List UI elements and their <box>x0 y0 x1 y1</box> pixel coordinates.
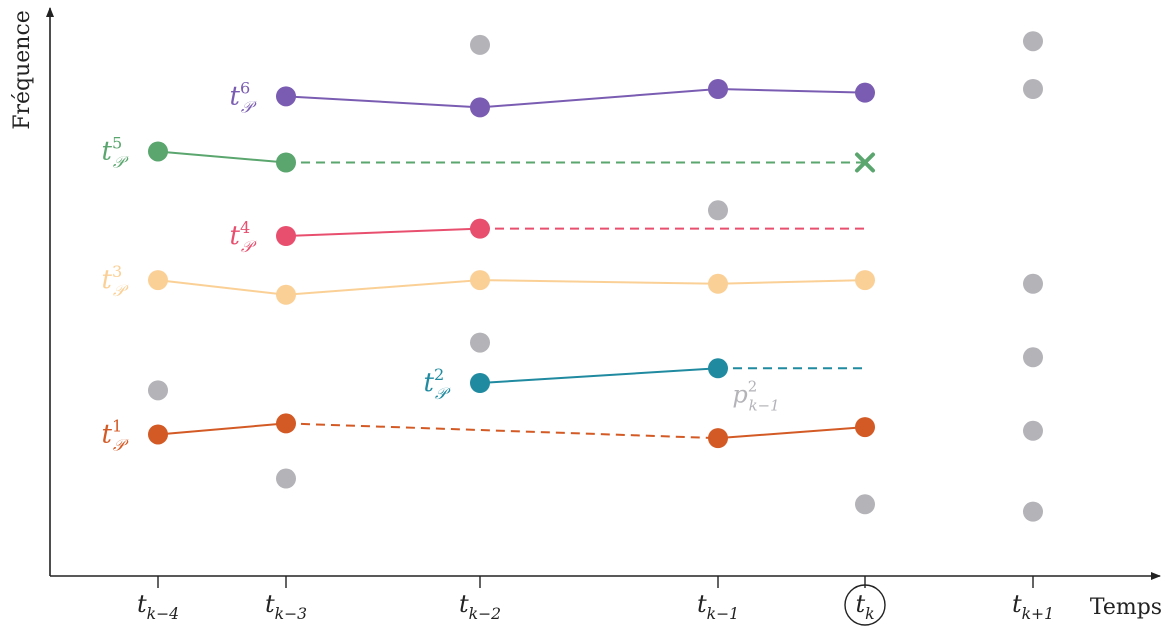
unassigned-point <box>276 468 296 489</box>
track-3-point <box>276 284 296 305</box>
track-3-point <box>855 270 875 291</box>
track-2-point <box>470 373 490 393</box>
track-1-segment <box>717 426 866 440</box>
x-tick-label-tk+1: tk+1 <box>1012 590 1054 623</box>
track-labels: t1 𝒫 t2 𝒫 t3 𝒫 t4 𝒫 t5 𝒫 t6 𝒫 p2 k−1 <box>102 78 780 454</box>
track-3-point <box>708 273 728 294</box>
y-axis-label: Fréquence <box>10 10 35 130</box>
track-2-label: t2 𝒫 <box>424 365 451 403</box>
unassigned-point <box>1023 79 1043 99</box>
track-5-label: t5 𝒫 <box>102 133 129 171</box>
track-4-segment <box>285 227 481 237</box>
track-3-segment <box>479 279 719 285</box>
track-5-point <box>276 152 296 173</box>
x-tick-label-tk: tk <box>855 590 874 623</box>
track-1-segment <box>285 422 719 440</box>
track-3-segment <box>157 279 287 296</box>
track-6-point <box>276 86 296 107</box>
track-1-point <box>708 428 728 449</box>
track-1-point <box>276 413 296 434</box>
track-6-point <box>855 82 875 103</box>
track-6-segment <box>479 88 719 109</box>
unassigned-point <box>708 200 728 221</box>
track-4-point <box>470 218 490 239</box>
current-time-highlight <box>844 584 886 626</box>
track-6-segment <box>717 88 866 94</box>
track-3-segment <box>285 279 481 296</box>
track-2-segment <box>479 367 719 384</box>
track-2-point <box>708 358 728 379</box>
unassigned-point <box>1023 273 1043 294</box>
x-tick-label-tk-3: tk−3 <box>265 590 307 623</box>
track-5-lost-cross <box>855 152 875 173</box>
x-tick-label-tk-2: tk−2 <box>459 590 501 623</box>
unassigned-point <box>1023 501 1043 522</box>
unassigned-point <box>1023 347 1043 368</box>
track-3-segment <box>717 279 866 285</box>
track-1-segment <box>157 422 287 436</box>
track-4-label: t4 𝒫 <box>230 218 257 256</box>
x-tick-label-tk-4: tk−4 <box>137 590 179 623</box>
unassigned-points <box>148 31 1043 522</box>
track-1-point <box>148 424 168 445</box>
track-5-segment <box>157 150 287 164</box>
unassigned-point <box>470 332 490 353</box>
unassigned-point <box>1023 31 1043 52</box>
track-3-label: t3 𝒫 <box>102 262 129 300</box>
track-points <box>148 79 875 449</box>
unassigned-point <box>470 34 490 55</box>
unassigned-point <box>148 380 168 401</box>
x-axis-label: Temps <box>1090 595 1162 620</box>
track-6-segment <box>285 95 481 109</box>
track-segments <box>157 88 866 440</box>
track-5-point <box>148 141 168 162</box>
track-4-point <box>276 226 296 246</box>
track-1-label: t1 𝒫 <box>102 416 129 454</box>
track-3-point <box>470 270 490 291</box>
x-tick-label-tk-1: tk−1 <box>697 590 739 623</box>
track-1-point <box>855 417 875 438</box>
track-6-point <box>708 79 728 99</box>
annotation-p-k-1-2: p2 k−1 <box>732 377 779 414</box>
x-ticks: tk−4 tk−3 tk−2 tk−1 tk tk+1 <box>137 576 1054 626</box>
track-3-point <box>148 270 168 291</box>
track-6-point <box>470 97 490 118</box>
unassigned-point <box>855 494 875 515</box>
unassigned-point <box>1023 420 1043 441</box>
track-6-label: t6 𝒫 <box>230 78 257 116</box>
